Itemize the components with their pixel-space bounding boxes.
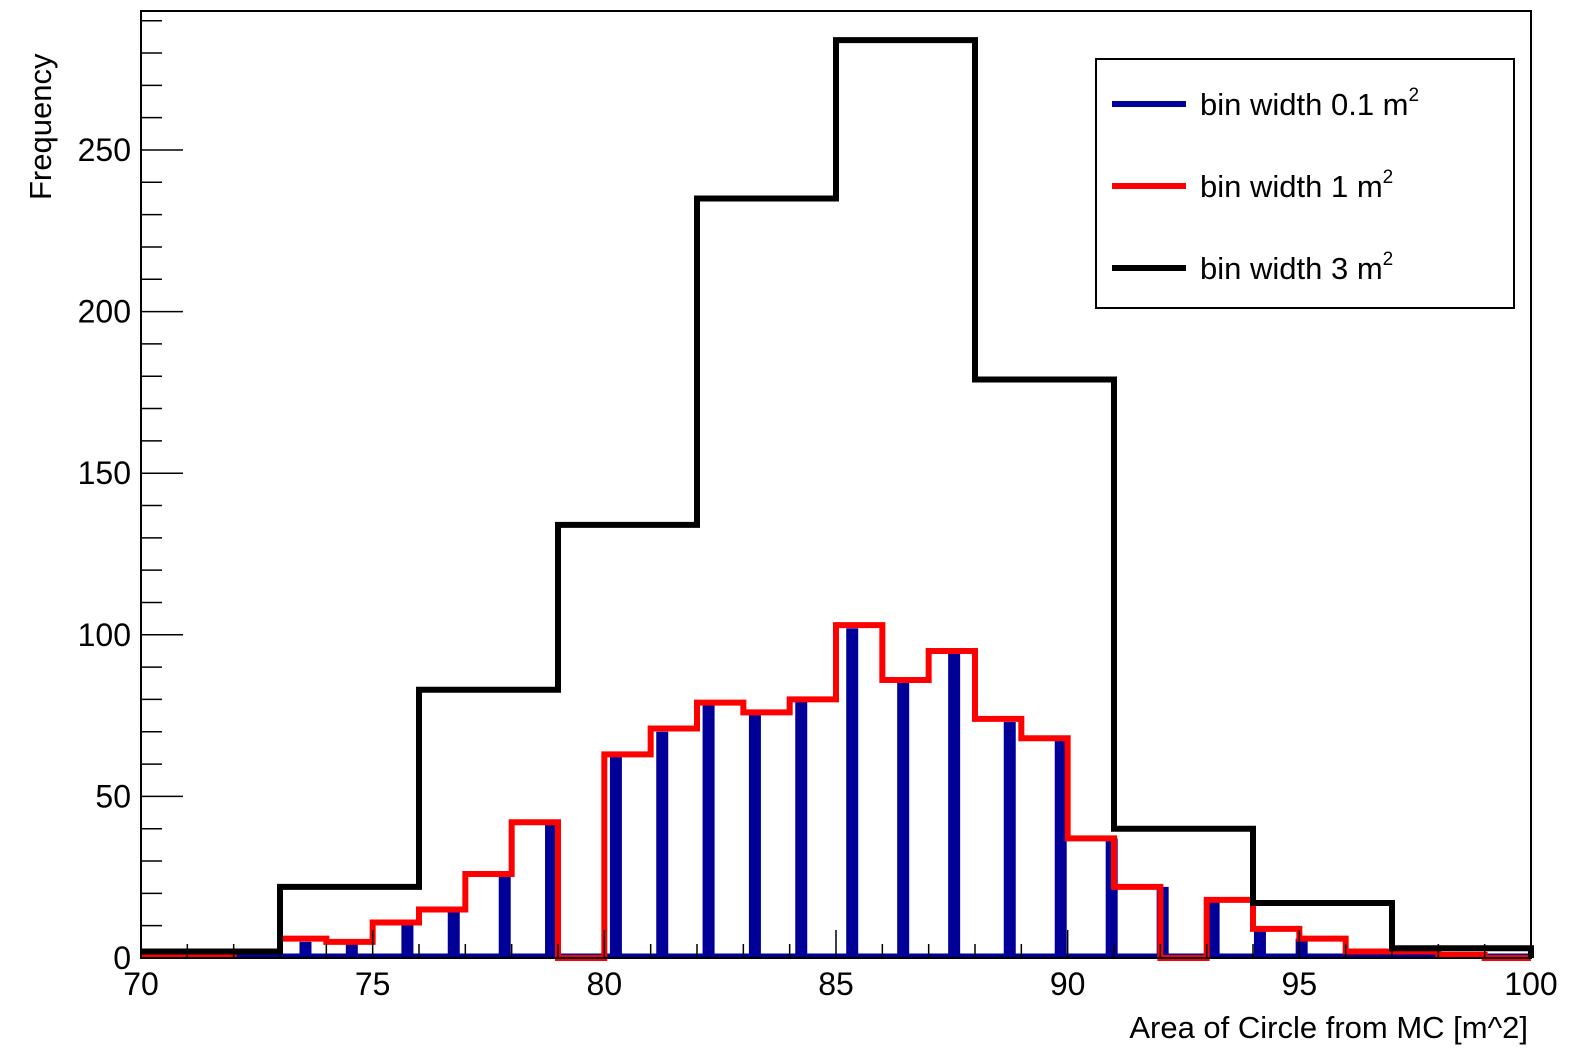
y-tick-label-1: 50 — [95, 778, 131, 814]
y-axis-title: Frequency — [23, 53, 58, 200]
x-axis: 70 75 80 85 90 95 100 — [123, 930, 1558, 1002]
x-tick-label-2: 80 — [587, 966, 623, 1002]
y-tick-label-3: 150 — [78, 455, 131, 491]
legend-label-2: bin width 3 m2 — [1200, 249, 1393, 286]
series-0-bar-5 — [545, 822, 558, 958]
series-0-bar-14 — [1003, 722, 1016, 958]
series-0-bar-3 — [447, 909, 460, 958]
series-2-group — [141, 37, 1534, 958]
series-0-bar-9 — [748, 712, 761, 958]
y-tick-label-5: 250 — [78, 132, 131, 168]
x-tick-label-3: 85 — [818, 966, 854, 1002]
series-0-bar-2 — [401, 922, 414, 958]
series-0-bar-0 — [299, 941, 312, 958]
series-0-bar-11 — [846, 628, 859, 958]
x-tick-label-1: 75 — [355, 966, 391, 1002]
y-tick-label-0: 0 — [113, 940, 131, 976]
x-axis-title: Area of Circle from MC [m^2] — [1129, 1010, 1528, 1045]
legend: bin width 0.1 m2 bin width 1 m2 bin width … — [1095, 58, 1515, 309]
series-0-bar-6 — [609, 754, 622, 958]
y-tick-label-4: 200 — [78, 294, 131, 330]
series-0-bar-4 — [498, 873, 511, 958]
series-0-bar-12 — [897, 680, 910, 958]
x-tick-label-6: 100 — [1504, 966, 1557, 1002]
series-0-bar-8 — [702, 702, 715, 958]
series-0-bar-7 — [656, 731, 669, 958]
x-tick-label-5: 95 — [1282, 966, 1318, 1002]
series-1-group — [141, 622, 1531, 961]
legend-label-1: bin width 1 m2 — [1200, 167, 1393, 204]
series-0-bar-15 — [1054, 738, 1067, 958]
legend-label-0: bin width 0.1 m2 — [1200, 85, 1419, 122]
series-0-bar-19 — [1253, 928, 1266, 958]
series-0-bar-10 — [795, 699, 808, 958]
x-tick-label-0: 70 — [123, 966, 159, 1002]
series-1-step-line — [141, 622, 1531, 961]
plot-marks — [141, 37, 1534, 961]
series-2-step-line — [141, 37, 1534, 958]
series-0-bar-13 — [948, 650, 961, 958]
y-tick-label-2: 100 — [78, 617, 131, 653]
x-tick-label-4: 90 — [1050, 966, 1086, 1002]
series-0-bar-18 — [1207, 899, 1220, 958]
series-0-bar-1 — [345, 941, 358, 958]
y-axis: 0 50 100 150 200 250 — [78, 19, 183, 976]
